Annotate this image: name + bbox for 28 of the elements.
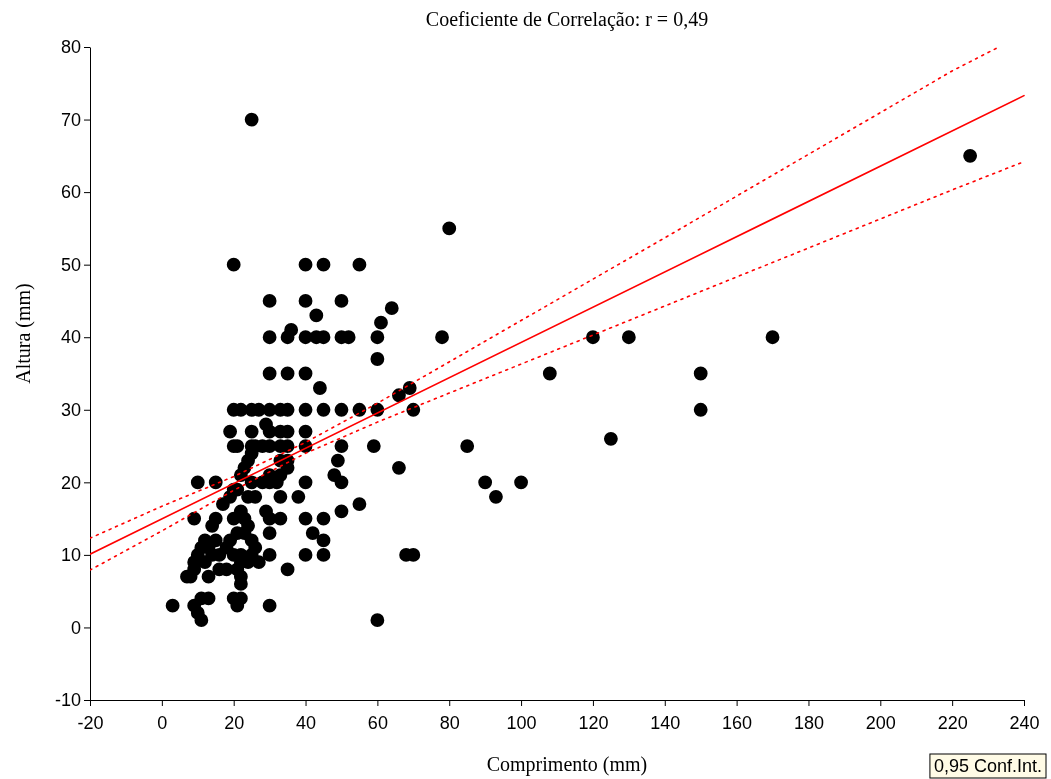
y-tick-label: 50: [60, 254, 81, 275]
y-tick-label: 30: [60, 400, 81, 421]
x-tick-label: 0: [157, 712, 168, 733]
chart-title: Coeficiente de Correlação: r = 0,49: [425, 8, 709, 31]
y-tick-label: 60: [60, 182, 81, 203]
x-tick-label: 140: [650, 712, 681, 733]
x-axis-title: Comprimento (mm): [486, 753, 648, 776]
x-tick-label: 80: [439, 712, 460, 733]
x-tick-label: -20: [77, 712, 104, 733]
x-tick-label: 120: [578, 712, 609, 733]
y-tick-label: -10: [54, 690, 81, 711]
x-tick-label: 240: [1009, 712, 1040, 733]
y-tick-label: 0: [70, 617, 81, 638]
x-tick-label: 40: [296, 712, 317, 733]
x-tick-label: 60: [367, 712, 388, 733]
y-tick-label: 10: [60, 545, 81, 566]
y-tick-label: 70: [60, 109, 81, 130]
y-tick-label: 40: [60, 327, 81, 348]
x-tick-label: 180: [793, 712, 824, 733]
y-axis-title: Altura (mm): [12, 283, 35, 384]
y-tick-label: 20: [60, 472, 81, 493]
x-tick-label: 220: [937, 712, 968, 733]
text: 0,95 Conf.Int.: [933, 756, 1042, 776]
x-tick-label: 100: [506, 712, 537, 733]
y-tick-label: 80: [60, 37, 81, 58]
x-tick-label: 160: [722, 712, 753, 733]
x-tick-label: 20: [224, 712, 245, 733]
x-tick-label: 200: [865, 712, 896, 733]
